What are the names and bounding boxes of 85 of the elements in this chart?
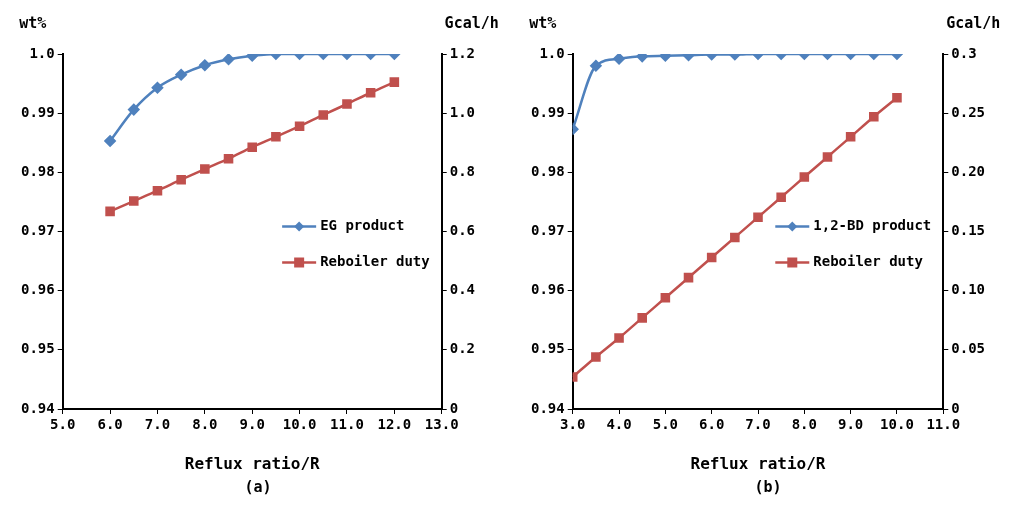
y2-tick-label: 0.8	[449, 162, 476, 179]
point	[683, 272, 694, 283]
legend-label: Reboiler duty	[320, 253, 431, 270]
point	[591, 352, 601, 362]
point	[365, 87, 376, 98]
y-tick-label: 0.99	[21, 103, 55, 120]
point	[799, 172, 810, 182]
point	[200, 164, 210, 174]
point	[389, 77, 400, 87]
x-tick-label: 4.0	[606, 416, 632, 433]
x-axis-title: Reflux ratio/R	[184, 453, 321, 473]
y2-tick-label: 0.4	[449, 281, 476, 298]
point	[223, 153, 234, 164]
y2-tick-label: 1.0	[449, 103, 476, 120]
point	[128, 196, 139, 206]
y2-tick-label: 0	[449, 399, 459, 416]
y2-tick-label: 0.6	[449, 222, 476, 239]
text: (a)	[244, 478, 272, 496]
y2-tick-label: 0.25	[951, 103, 985, 120]
point	[660, 292, 671, 303]
x-tick-label: 13.0	[424, 416, 459, 433]
point	[271, 132, 281, 142]
x-tick-label: 5.0	[50, 416, 76, 433]
point	[706, 252, 717, 263]
legend-label: EG product	[320, 217, 405, 234]
y2-tick-label: 1.2	[449, 44, 476, 61]
x-tick-label: 9.0	[837, 416, 864, 433]
y-tick-label: 0.99	[531, 103, 565, 120]
y2-axis-title: Gcal/h	[946, 14, 1001, 33]
x-tick-label: 10.0	[880, 416, 914, 433]
y2-tick-label: 0.3	[951, 44, 977, 61]
x-tick-label: 8.0	[791, 416, 817, 433]
point	[822, 152, 833, 162]
y-axis-title: wt%	[529, 14, 557, 33]
y2-tick-label: 0.05	[951, 340, 985, 357]
point	[753, 212, 763, 223]
x-tick-label: 11.0	[330, 416, 364, 433]
point	[869, 111, 879, 122]
y-tick-label: 0.96	[21, 281, 55, 298]
point	[892, 93, 902, 103]
x-tick-label: 6.0	[97, 416, 123, 433]
y2-axis-title: Gcal/h	[444, 14, 499, 33]
point	[637, 313, 647, 323]
legend-label: Reboiler duty	[813, 253, 924, 270]
x-tick-label: 12.0	[377, 416, 412, 433]
text: (b)	[754, 478, 782, 496]
point	[105, 206, 115, 217]
x-tick-label: 7.0	[745, 416, 771, 433]
y-tick-label: 0.98	[531, 162, 565, 179]
y-tick-label: 0.96	[531, 281, 565, 298]
x-tick-label: 6.0	[699, 416, 725, 433]
y-tick-label: 0.97	[21, 222, 55, 239]
y-tick-label: 0.97	[531, 222, 565, 239]
point	[342, 99, 352, 109]
y2-tick-label: 0.20	[951, 162, 985, 179]
y-tick-label: 0.95	[21, 340, 55, 357]
point	[845, 132, 856, 142]
x-tick-label: 7.0	[144, 416, 171, 433]
point	[730, 232, 740, 243]
point	[152, 185, 163, 196]
x-axis-title: Reflux ratio/R	[690, 453, 826, 473]
x-tick-label: 11.0	[926, 416, 961, 433]
point	[776, 192, 786, 202]
y-tick-label: 1.0	[539, 44, 565, 61]
point	[318, 110, 329, 120]
x-tick-label: 10.0	[282, 416, 317, 433]
y2-tick-label: 0.15	[951, 222, 985, 239]
point	[294, 121, 305, 131]
x-tick-label: 5.0	[652, 416, 679, 433]
y-axis-title: wt%	[19, 14, 47, 33]
x-tick-label: 8.0	[192, 416, 218, 433]
x-tick-label: 3.0	[560, 416, 586, 433]
y-tick-label: 1.0	[29, 44, 55, 61]
y-tick-label: 0.98	[21, 162, 55, 179]
y-tick-label: 0.94	[21, 399, 55, 416]
y-tick-label: 0.94	[531, 399, 565, 416]
y2-tick-label: 0.10	[951, 281, 985, 298]
y2-tick-label: 0.2	[449, 340, 476, 357]
point	[247, 142, 257, 152]
y-tick-label: 0.95	[531, 340, 565, 357]
legend-label: 1,2-BD product	[813, 217, 932, 234]
x-tick-label: 9.0	[239, 416, 265, 433]
y2-tick-label: 0	[951, 399, 960, 416]
point	[176, 174, 186, 185]
point	[614, 333, 624, 343]
